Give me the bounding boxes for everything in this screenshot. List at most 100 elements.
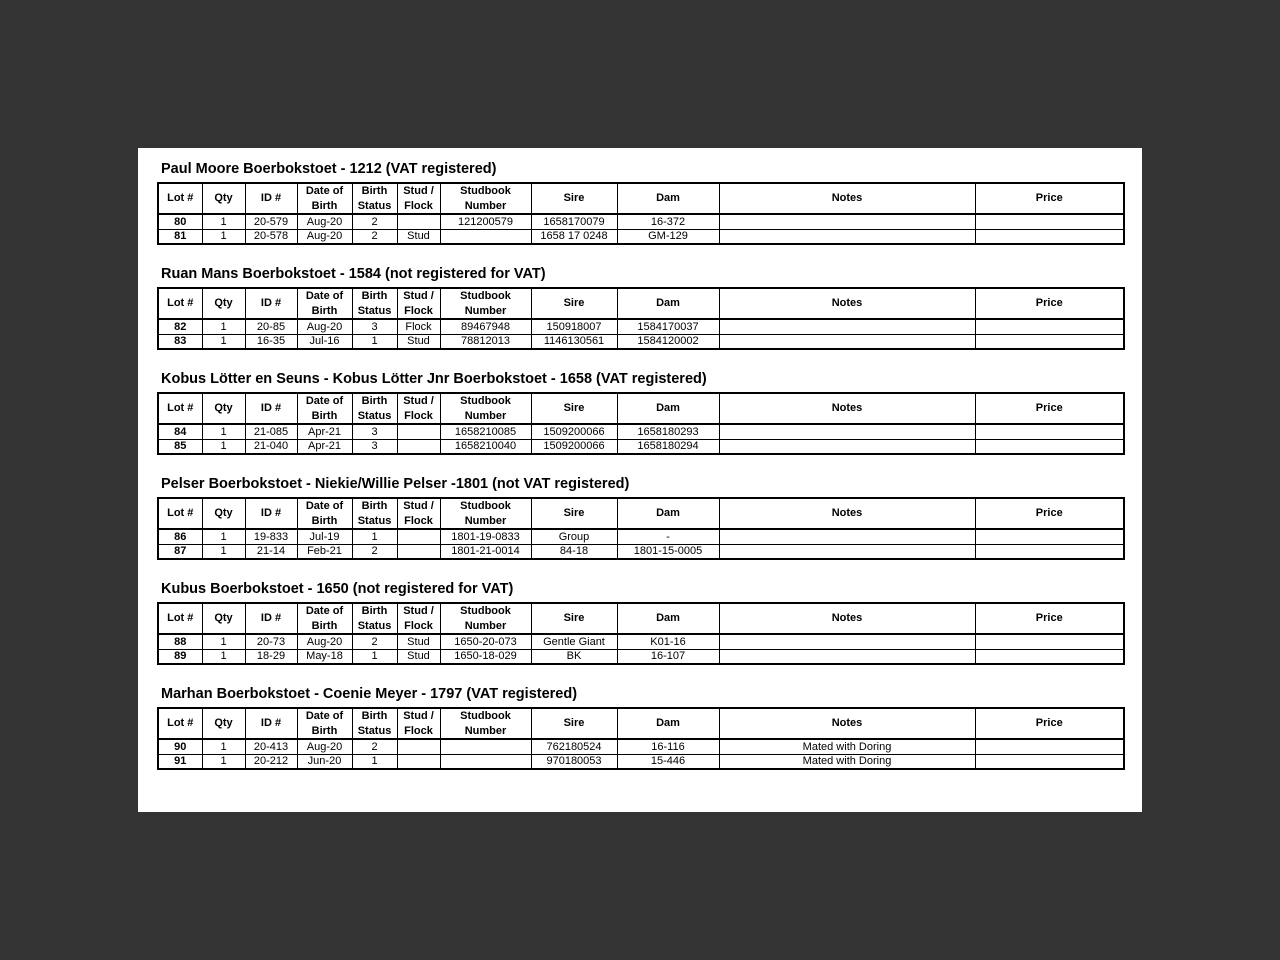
col-header-id: ID # — [244, 497, 298, 530]
seller-section-paul-moore: Paul Moore Boerbokstoet - 1212 (VAT regi… — [157, 160, 1125, 245]
lot-row: 88 1 20-73 Aug-20 2 Stud 1650-20-073 Gentle Gia… — [157, 633, 1125, 650]
seller-section-kobus-lotter: Kobus Lötter en Seuns - Kobus Lötter Jnr… — [157, 370, 1125, 455]
cell-dam: 16-116 — [616, 738, 720, 755]
cell-qty: 1 — [201, 543, 246, 560]
cell-lot: 81 — [157, 228, 203, 245]
cell-date-of-birth: Apr-21 — [296, 438, 353, 455]
col-header-id: ID # — [244, 287, 298, 320]
cell-date-of-birth: Feb-21 — [296, 543, 353, 560]
cell-id: 20-73 — [244, 633, 298, 650]
table-body: 90 1 20-413 Aug-20 2 762180524 16-116 Mated wit… — [157, 738, 1125, 770]
cell-id: 20-578 — [244, 228, 298, 245]
cell-qty: 1 — [201, 633, 246, 650]
cell-id: 16-35 — [244, 333, 298, 350]
cell-price — [974, 738, 1125, 755]
cell-lot: 82 — [157, 318, 203, 335]
cell-notes — [718, 333, 976, 350]
cell-date-of-birth: Aug-20 — [296, 228, 353, 245]
col-header-dam: Dam — [616, 707, 720, 740]
cell-dam: - — [616, 528, 720, 545]
seller-section-marhan: Marhan Boerbokstoet - Coenie Meyer - 179… — [157, 685, 1125, 770]
table-header: Lot # Qty ID # Date of Birth Birth Status Stu… — [157, 287, 1125, 320]
cell-birth-status: 2 — [351, 633, 398, 650]
col-header-stud-flock: Stud / Flock — [396, 497, 441, 530]
col-header-studbook-number: Studbook Number — [439, 602, 532, 635]
cell-date-of-birth: Aug-20 — [296, 213, 353, 230]
cell-qty: 1 — [201, 648, 246, 665]
seller-heading: Marhan Boerbokstoet - Coenie Meyer - 179… — [161, 686, 578, 702]
col-header-notes: Notes — [718, 182, 976, 215]
col-header-birth-status: Birth Status — [351, 602, 398, 635]
cell-price — [974, 213, 1125, 230]
cell-dam: 16-107 — [616, 648, 720, 665]
cell-lot: 80 — [157, 213, 203, 230]
col-header-lot: Lot # — [157, 602, 203, 635]
col-header-qty: Qty — [201, 392, 246, 425]
cell-dam: GM-129 — [616, 228, 720, 245]
table-header: Lot # Qty ID # Date of Birth Birth Status Stu… — [157, 602, 1125, 635]
col-header-notes: Notes — [718, 392, 976, 425]
cell-price — [974, 438, 1125, 455]
cell-date-of-birth: Jun-20 — [296, 753, 353, 770]
cell-studbook-number: 1658210085 — [439, 423, 532, 440]
col-header-qty: Qty — [201, 497, 246, 530]
col-header-notes: Notes — [718, 497, 976, 530]
cell-sire: 1509200066 — [530, 423, 618, 440]
cell-notes: Mated with Doring — [718, 738, 976, 755]
table-body: 88 1 20-73 Aug-20 2 Stud 1650-20-073 Gentle Gia… — [157, 633, 1125, 665]
col-header-notes: Notes — [718, 287, 976, 320]
col-header-lot: Lot # — [157, 707, 203, 740]
cell-date-of-birth: Aug-20 — [296, 318, 353, 335]
cell-sire: 1509200066 — [530, 438, 618, 455]
cell-studbook-number — [439, 228, 532, 245]
cell-dam: 1658180293 — [616, 423, 720, 440]
cell-dam: 15-446 — [616, 753, 720, 770]
col-header-date-of-birth: Date of Birth — [296, 392, 353, 425]
lot-table: Lot # Qty ID # Date of Birth Birth Status Stu… — [157, 497, 1125, 560]
cell-lot: 84 — [157, 423, 203, 440]
cell-stud-flock — [396, 543, 441, 560]
cell-sire: 1658 17 0248 — [530, 228, 618, 245]
cell-sire: 1146130561 — [530, 333, 618, 350]
seller-section-kubus: Kubus Boerbokstoet - 1650 (not registere… — [157, 580, 1125, 665]
cell-notes — [718, 543, 976, 560]
col-header-qty: Qty — [201, 182, 246, 215]
col-header-price: Price — [974, 287, 1125, 320]
col-header-sire: Sire — [530, 602, 618, 635]
header-row: Lot # Qty ID # Date of Birth Birth Status Stu… — [157, 497, 1125, 530]
col-header-studbook-number: Studbook Number — [439, 182, 532, 215]
col-header-stud-flock: Stud / Flock — [396, 602, 441, 635]
cell-date-of-birth: Apr-21 — [296, 423, 353, 440]
col-header-lot: Lot # — [157, 287, 203, 320]
col-header-sire: Sire — [530, 497, 618, 530]
cell-dam: 1584120002 — [616, 333, 720, 350]
cell-stud-flock — [396, 738, 441, 755]
col-header-sire: Sire — [530, 287, 618, 320]
cell-birth-status: 2 — [351, 213, 398, 230]
cell-notes — [718, 633, 976, 650]
cell-notes — [718, 213, 976, 230]
lot-row: 89 1 18-29 May-18 1 Stud 1650-18-029 BK 16-107 — [157, 648, 1125, 665]
col-header-sire: Sire — [530, 392, 618, 425]
lot-table: Lot # Qty ID # Date of Birth Birth Status Stu… — [157, 602, 1125, 665]
col-header-birth-status: Birth Status — [351, 707, 398, 740]
cell-stud-flock: Stud — [396, 648, 441, 665]
cell-stud-flock: Stud — [396, 633, 441, 650]
cell-lot: 91 — [157, 753, 203, 770]
cell-price — [974, 648, 1125, 665]
cell-lot: 90 — [157, 738, 203, 755]
cell-sire: 84-18 — [530, 543, 618, 560]
col-header-date-of-birth: Date of Birth — [296, 497, 353, 530]
cell-studbook-number: 1658210040 — [439, 438, 532, 455]
cell-birth-status: 3 — [351, 438, 398, 455]
cell-notes: Mated with Doring — [718, 753, 976, 770]
cell-qty: 1 — [201, 333, 246, 350]
lot-row: 91 1 20-212 Jun-20 1 970180053 15-446 Mated wit… — [157, 753, 1125, 770]
col-header-dam: Dam — [616, 602, 720, 635]
lot-row: 90 1 20-413 Aug-20 2 762180524 16-116 Mated wit… — [157, 738, 1125, 755]
lot-row: 80 1 20-579 Aug-20 2 121200579 1658170079 16-37… — [157, 213, 1125, 230]
cell-date-of-birth: May-18 — [296, 648, 353, 665]
cell-notes — [718, 438, 976, 455]
col-header-dam: Dam — [616, 497, 720, 530]
cell-dam: K01-16 — [616, 633, 720, 650]
